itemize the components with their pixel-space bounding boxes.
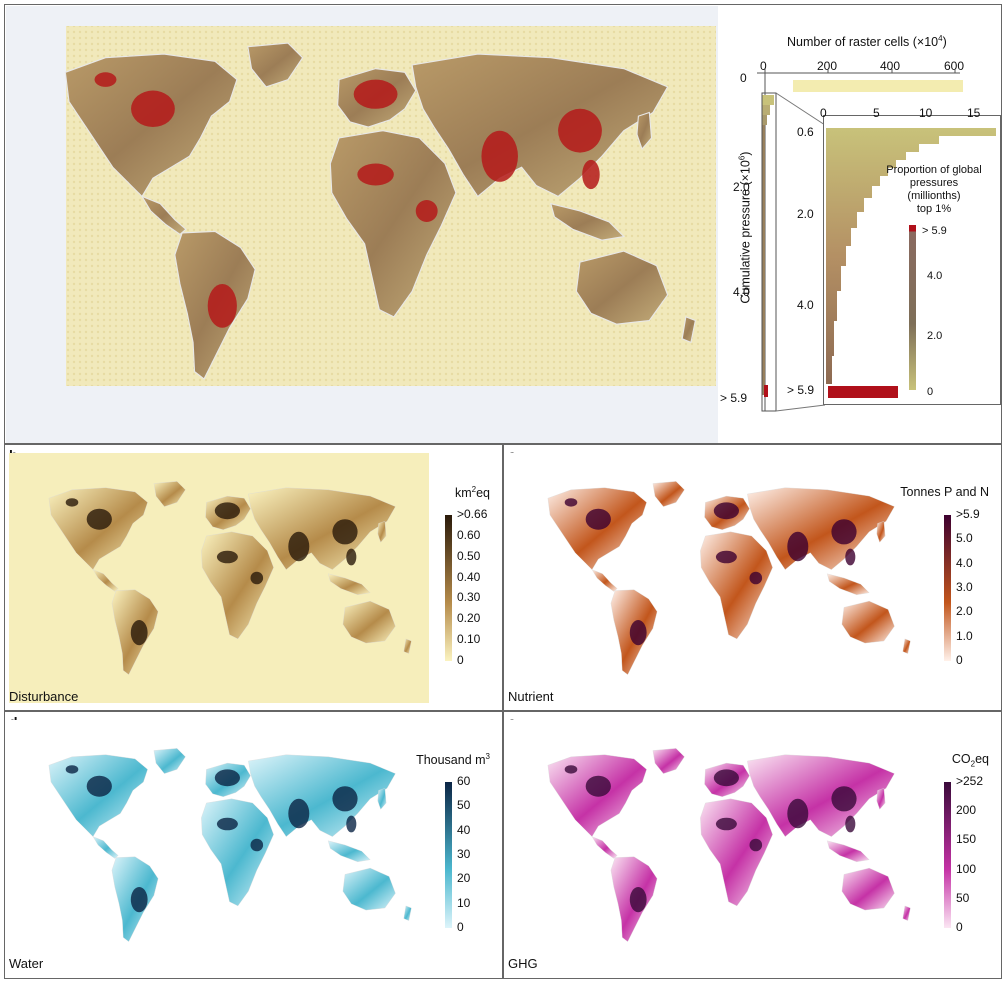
inset-top-tick-0: 0	[820, 106, 827, 120]
colorbar	[944, 782, 951, 928]
colorbar-tick: >252	[956, 774, 984, 788]
inset-y-tick-2: 2.0	[797, 207, 814, 221]
y-tick-0: 0	[740, 71, 747, 85]
y-tick-max: > 5.9	[720, 391, 748, 405]
colorbar-tick: 4.0	[956, 555, 973, 570]
colorbar-tick: 40	[457, 822, 471, 837]
colorbar-tick: 0.40	[457, 569, 481, 584]
colorbar-tick: 0.60	[457, 527, 481, 542]
inset-top-tick-15: 15	[967, 106, 981, 120]
inset-legend-title: Proportion of global pressures (milliont…	[886, 164, 982, 215]
panel-name: Disturbance	[9, 689, 79, 704]
colorbar-unit: Thousand m3	[416, 752, 490, 768]
colorbar-tick: 0	[457, 920, 464, 934]
inset-top-tick-10: 10	[919, 106, 933, 120]
colorbar-tick: 200	[956, 803, 977, 818]
legend-tick-0: 0	[927, 386, 934, 398]
panel-name: Water	[9, 956, 44, 971]
inset-y-tick-max: > 5.9	[787, 383, 815, 397]
colorbar-unit: km2eq	[454, 485, 490, 501]
legend-tick-max: > 5.9	[922, 225, 947, 237]
colorbar-tick: 2.0	[956, 604, 973, 619]
colorbar-tick: >5.9	[956, 507, 980, 521]
panel-name: Nutrient	[508, 689, 554, 704]
top-tick-200: 200	[817, 59, 838, 73]
colorbar-tick: 150	[956, 832, 977, 847]
colorbar-unit: Tonnes P and N	[900, 485, 989, 499]
colorbar	[445, 515, 452, 661]
colorbar-tick: 10	[457, 895, 471, 910]
inset-y-tick-4: 4.0	[797, 298, 814, 312]
top-tick-0: 0	[760, 59, 767, 73]
world-map-total-pressure	[6, 6, 718, 443]
colorbar-tick: 1.0	[956, 628, 973, 643]
colorbar-tick: 0	[956, 920, 963, 934]
colorbar-tick: 0	[956, 653, 963, 667]
y-tick-2: 2.0	[733, 180, 750, 194]
panel-name: GHG	[508, 956, 538, 971]
colorbar-tick: 100	[956, 861, 977, 876]
colorbar-tick: 5.0	[956, 531, 973, 546]
colorbar-tick: 50	[956, 890, 970, 905]
inset-y-tick-0.6: 0.6	[797, 125, 814, 139]
colorbar-tick: 30	[457, 847, 471, 861]
top-tick-400: 400	[880, 59, 901, 73]
colorbar-tick: 60	[457, 774, 471, 788]
panel-nutrient: c Tonnes P and N Nutrient >5.95.04.03.02…	[503, 444, 1002, 711]
colorbar	[944, 515, 951, 661]
colorbar-unit: CO2eq	[951, 752, 989, 769]
colorbar-tick: 50	[457, 798, 471, 813]
colorbar-tick: 0.10	[457, 632, 481, 647]
world-map-water	[9, 720, 429, 970]
top-tick-600: 600	[944, 59, 965, 73]
legend-tick-4: 4.0	[927, 270, 943, 282]
world-map-ghg	[508, 720, 928, 970]
legend-tick-2: 2.0	[927, 330, 943, 342]
inset-top-tick-5: 5	[873, 106, 880, 120]
colorbar	[445, 782, 452, 928]
colorbar-tick: 3.0	[956, 580, 973, 594]
y-tick-4: 4.0	[733, 285, 750, 299]
cumulative-pressure-chart	[757, 69, 963, 412]
colorbar-tick: 0.30	[457, 590, 481, 605]
colorbar-tick: 0.20	[457, 611, 481, 626]
world-map-nutrient	[508, 453, 928, 703]
inset-legend-colorbar	[909, 225, 916, 390]
top-axis-title: Number of raster cells (×104)	[787, 34, 947, 50]
colorbar-tick: >0.66	[457, 507, 488, 521]
colorbar-tick: 0.50	[457, 548, 481, 563]
panel-a-total-pressure: a Number of raster cells (×104) 0 200 40…	[4, 4, 1002, 444]
world-map-disturbance	[9, 453, 429, 703]
colorbar-tick: 20	[457, 871, 471, 886]
colorbar-tick: 0	[457, 653, 464, 667]
panel-disturbance: b km2eq Disturbance >0.660.600.500.400.3…	[4, 444, 503, 711]
